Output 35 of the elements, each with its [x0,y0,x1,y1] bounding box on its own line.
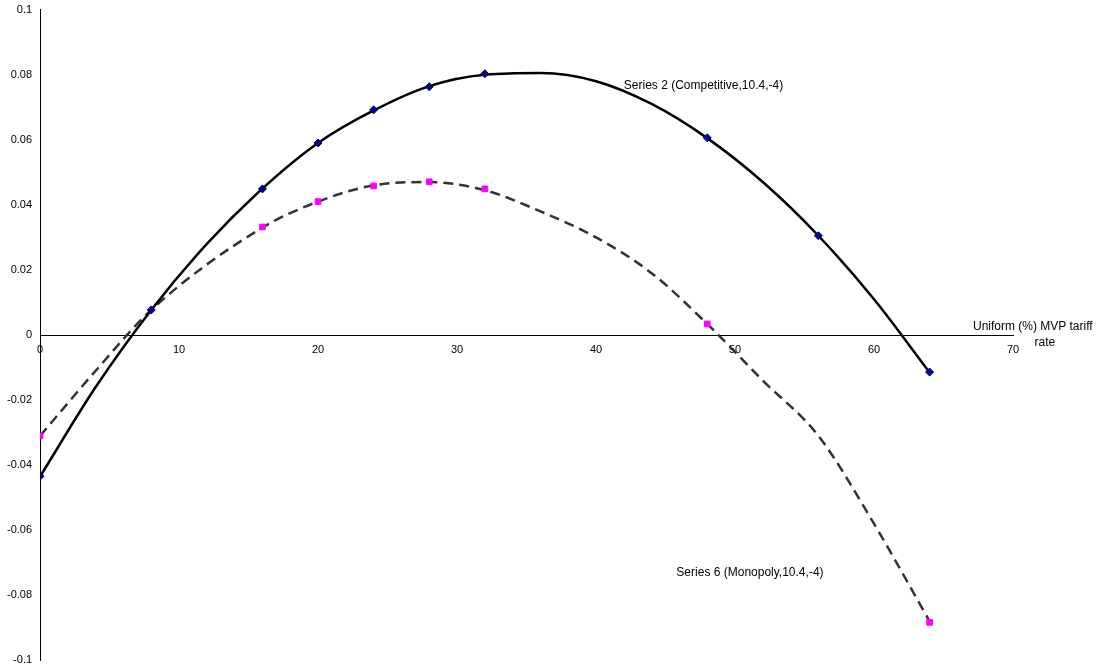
point [702,133,712,143]
point [314,198,322,205]
point [703,320,711,328]
point [146,305,156,315]
y-tick-label: 0.04 [10,197,33,210]
point [480,69,490,79]
point [425,178,433,186]
point [259,223,266,231]
y-tick-label: -0.02 [6,393,33,406]
y-tick-label: 0.08 [10,67,33,80]
y-tick-label: -0.06 [6,523,33,536]
y-tick-label: -0.1 [13,653,33,666]
y-tick-label: 0.1 [16,2,33,15]
x-tick-label: 40 [589,342,603,355]
x-tick-label: 70 [1006,342,1020,355]
y-tick-label: 0.02 [10,262,33,275]
point [926,619,933,626]
point [813,231,823,241]
point [925,367,935,377]
x-tick-label: 30 [450,342,464,355]
x-tick-label: 60 [867,342,881,355]
point [369,105,379,115]
y-tick-label: 0.06 [10,132,33,145]
annotation: Series 6 (Monopoly,10.4,-4) [676,564,824,579]
x-tick-label: 20 [311,342,325,355]
x-tick-label: 10 [172,342,186,355]
y-tick-label: -0.08 [6,588,33,601]
annotation: Series 2 (Competitive,10.4,-4) [623,78,784,93]
point [481,185,489,193]
y-tick-label: 0 [25,328,33,341]
point [370,182,377,190]
point [424,82,434,92]
y-tick-label: -0.04 [6,458,33,471]
point [257,184,267,194]
point [313,138,323,148]
